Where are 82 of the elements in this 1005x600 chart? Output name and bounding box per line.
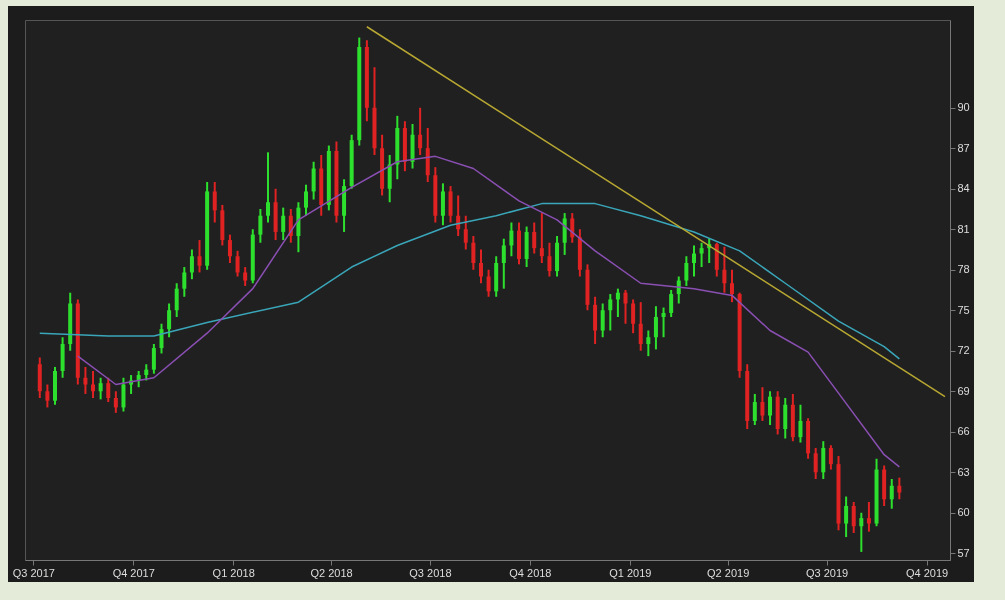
y-tick-label: 75 xyxy=(957,303,970,316)
candlestick xyxy=(174,282,179,318)
candlestick xyxy=(844,495,849,539)
candlestick xyxy=(859,511,864,553)
y-tick-label: 57 xyxy=(957,546,970,559)
candlestick xyxy=(463,214,468,251)
y-tick-label: 81 xyxy=(957,222,970,235)
x-tick-label: Q4 2019 xyxy=(905,566,949,579)
candlestick xyxy=(752,392,757,426)
candlestick xyxy=(760,386,765,422)
candlestick xyxy=(509,221,514,258)
candlestick xyxy=(486,268,491,298)
candlestick xyxy=(113,390,118,414)
y-tick-label: 63 xyxy=(957,465,970,478)
y-tick-label: 66 xyxy=(957,425,970,438)
candlestick xyxy=(646,329,651,358)
x-tick-label: Q3 2017 xyxy=(12,566,55,579)
candlestick xyxy=(121,376,126,413)
y-tick-label: 90 xyxy=(957,101,970,114)
candlestick xyxy=(691,244,696,278)
candlestick xyxy=(547,241,552,278)
candlestick xyxy=(189,248,194,281)
candlestick xyxy=(722,245,727,294)
candlestick xyxy=(684,255,689,287)
candlestick xyxy=(45,383,50,409)
candlestick xyxy=(631,298,636,335)
x-tick-label: Q2 2018 xyxy=(310,566,353,579)
candlestick xyxy=(623,289,628,325)
candlestick xyxy=(182,266,187,298)
candlestick xyxy=(265,151,270,224)
x-tick-label: Q1 2019 xyxy=(609,566,652,579)
candlestick xyxy=(889,478,894,510)
y-tick-label: 69 xyxy=(957,384,970,397)
candlestick xyxy=(212,181,217,224)
x-tick-label: Q1 2018 xyxy=(212,566,255,579)
candlestick xyxy=(418,106,423,156)
candlestick xyxy=(227,233,232,264)
candlestick xyxy=(167,302,172,339)
candlestick xyxy=(151,343,156,375)
candlestick xyxy=(304,183,309,217)
candlestick xyxy=(258,208,263,244)
candlestick xyxy=(600,302,605,339)
line-series xyxy=(77,155,901,468)
candlestick xyxy=(851,500,856,534)
candlestick xyxy=(730,268,735,304)
candlestick xyxy=(471,235,476,271)
candlestick xyxy=(653,305,658,351)
candlestick xyxy=(608,293,613,332)
candlestick xyxy=(281,206,286,242)
candlestick xyxy=(638,301,643,352)
y-tick-label: 72 xyxy=(957,344,970,357)
candlestick xyxy=(98,376,103,401)
candlestick xyxy=(478,248,483,285)
candlestick xyxy=(669,289,674,318)
candlestick xyxy=(106,376,111,404)
y-tick-label: 84 xyxy=(957,182,970,195)
y-tick-label: 78 xyxy=(957,263,970,276)
x-tick-label: Q3 2018 xyxy=(409,566,452,579)
candlestick xyxy=(83,365,88,395)
candlestick xyxy=(661,306,666,339)
candlestick xyxy=(539,212,544,264)
y-tick-label: 87 xyxy=(957,141,970,154)
x-tick-label: Q4 2018 xyxy=(509,566,552,579)
candlestick xyxy=(311,160,316,201)
candlestick xyxy=(243,266,248,287)
candlestick xyxy=(501,237,506,290)
y-tick-label: 60 xyxy=(957,506,970,519)
line-series xyxy=(39,202,901,360)
candlestick xyxy=(235,249,240,278)
x-tick-label: Q3 2019 xyxy=(805,566,849,579)
candlestick xyxy=(532,221,537,255)
candlestick xyxy=(197,239,202,274)
x-tick-label: Q4 2017 xyxy=(112,566,155,579)
candlestick xyxy=(768,390,773,426)
x-tick-label: Q2 2019 xyxy=(707,566,750,579)
candlestick xyxy=(159,322,164,355)
candlestick xyxy=(798,403,803,444)
candlestick xyxy=(699,241,704,269)
candlestick xyxy=(866,500,871,533)
candlestick xyxy=(813,446,818,480)
candlestick xyxy=(828,444,833,471)
candlestick xyxy=(897,476,902,501)
